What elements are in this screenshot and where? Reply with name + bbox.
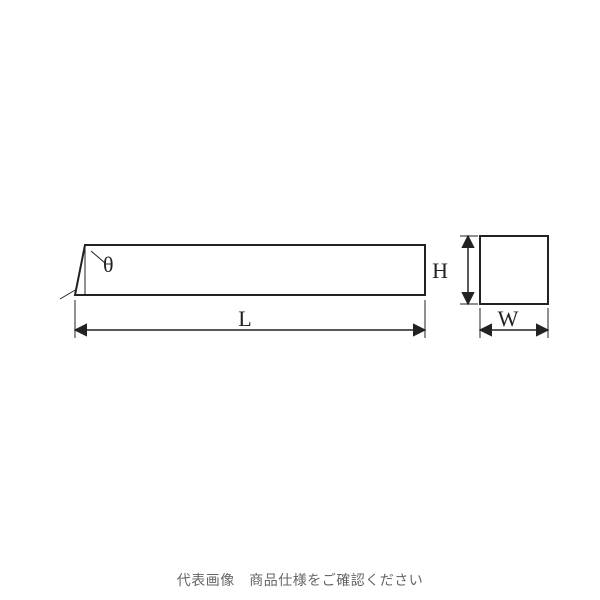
diagram-svg: θ L H W: [0, 0, 600, 600]
bar-shape: [60, 245, 425, 299]
length-label: L: [238, 306, 251, 331]
dim-length: L: [75, 300, 425, 338]
width-label: W: [498, 306, 519, 331]
caption-text: 代表画像 商品仕様をご確認ください: [0, 570, 600, 590]
dim-height: H: [432, 236, 478, 304]
height-label: H: [432, 258, 448, 283]
diagram-canvas: θ L H W 代表画像 商品仕様をご確認ください: [0, 0, 600, 600]
cross-section-square: [480, 236, 548, 304]
theta-label: θ: [103, 252, 114, 277]
dim-width: W: [480, 306, 548, 338]
